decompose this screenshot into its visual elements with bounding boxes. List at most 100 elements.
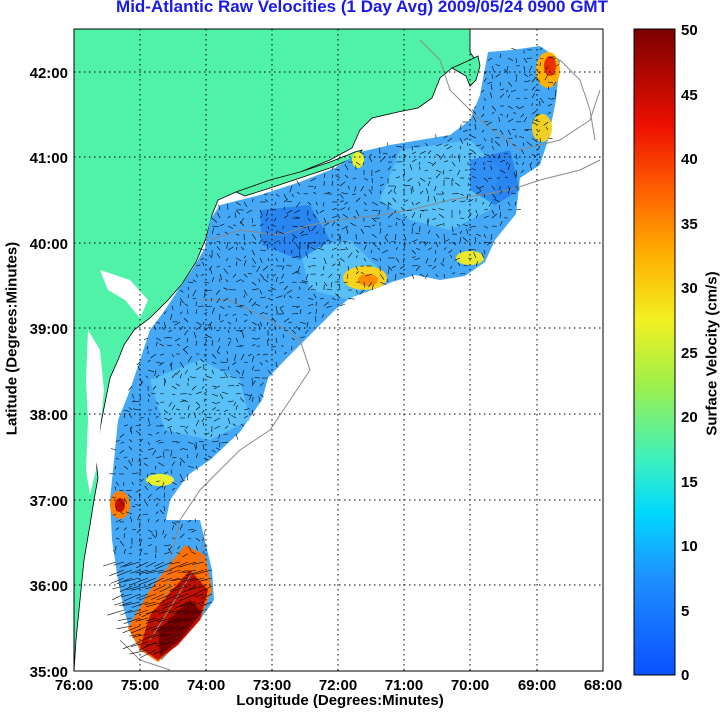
current-vector: [411, 256, 416, 259]
current-vector: [505, 89, 509, 93]
current-vector: [498, 205, 501, 211]
current-vector: [395, 145, 403, 148]
current-vector: [147, 393, 151, 397]
current-vector: [295, 326, 301, 331]
current-vector: [174, 593, 189, 600]
current-vector: [159, 343, 165, 347]
current-vector: [113, 561, 125, 566]
current-vector: [494, 141, 501, 147]
current-vector: [391, 153, 397, 158]
current-vector: [251, 257, 257, 264]
current-vector: [203, 327, 209, 331]
current-vector: [467, 153, 473, 155]
current-vector: [163, 505, 165, 511]
current-vector: [411, 151, 417, 155]
current-vector: [467, 182, 469, 187]
current-vector: [294, 209, 301, 214]
current-vector: [131, 633, 149, 638]
current-vector: [513, 172, 517, 179]
current-vector: [411, 227, 413, 235]
current-vector: [390, 241, 397, 243]
current-vector: [138, 577, 157, 586]
current-vector: [251, 365, 255, 371]
current-vector: [243, 313, 248, 316]
colorbar-tick-label: 35: [681, 216, 698, 233]
current-vector: [499, 113, 504, 116]
current-vector: [243, 255, 247, 259]
current-vector: [339, 193, 344, 199]
current-vector: [520, 113, 525, 118]
current-vector: [499, 159, 505, 163]
current-vector: [123, 527, 127, 531]
current-vector: [506, 140, 509, 147]
current-vector: [195, 321, 202, 326]
current-vector: [115, 505, 118, 512]
current-vector: [155, 415, 159, 419]
current-vector: [427, 150, 432, 155]
current-vector: [192, 297, 197, 300]
current-vector: [251, 288, 259, 291]
current-vector: [342, 214, 349, 219]
current-vector: [305, 329, 309, 334]
current-vector: [171, 393, 176, 396]
current-vector: [483, 233, 486, 238]
current-vector: [387, 268, 390, 275]
current-vector: [209, 265, 213, 270]
current-vector: [331, 180, 333, 187]
current-vector: [206, 334, 213, 339]
current-vector: [515, 73, 517, 78]
x-tick-label: 70:00: [451, 677, 489, 694]
current-vector: [395, 257, 400, 263]
current-vector: [144, 501, 149, 507]
current-vector: [399, 265, 405, 270]
current-vector: [235, 405, 238, 411]
current-vector: [291, 271, 299, 275]
current-vector: [251, 233, 257, 240]
current-vector: [547, 103, 553, 107]
current-vector: [547, 97, 553, 100]
current-vector: [495, 73, 501, 78]
current-vector: [235, 257, 242, 262]
current-vector: [235, 305, 243, 308]
current-vector: [151, 533, 157, 539]
current-vector: [232, 313, 237, 316]
current-vector: [286, 209, 293, 215]
current-vector: [179, 448, 184, 451]
current-vector: [128, 385, 133, 391]
current-vector: [241, 331, 245, 339]
current-vector: [216, 241, 221, 243]
current-vector: [459, 137, 463, 144]
current-vector: [262, 265, 269, 271]
map-title: Mid-Atlantic Raw Velocities (1 Day Avg) …: [116, 0, 608, 16]
current-vector: [163, 625, 181, 632]
current-vector: [155, 361, 162, 364]
current-vector: [323, 191, 331, 195]
current-vector: [434, 257, 437, 263]
current-vector: [393, 190, 397, 195]
current-vector: [193, 331, 197, 339]
current-vector: [459, 230, 462, 235]
current-vector: [491, 209, 495, 215]
current-vector: [273, 217, 277, 222]
current-vector: [295, 244, 301, 251]
current-vector: [114, 465, 117, 470]
current-vector: [310, 177, 317, 182]
current-vector: [369, 153, 373, 157]
current-vector: [226, 358, 229, 363]
current-vector: [451, 272, 456, 275]
current-vector: [434, 185, 437, 192]
current-vector: [403, 185, 411, 187]
current-vector: [299, 286, 301, 291]
current-vector: [257, 353, 261, 356]
current-vector: [347, 265, 349, 271]
current-vector: [130, 569, 141, 574]
current-vector: [227, 329, 230, 334]
current-vector: [157, 617, 173, 623]
current-vector: [451, 177, 454, 181]
current-vector: [147, 369, 155, 373]
current-vector: [147, 441, 151, 445]
current-vector: [182, 345, 189, 350]
current-vector: [206, 375, 213, 379]
current-vector: [103, 561, 117, 567]
current-vector: [283, 285, 288, 291]
